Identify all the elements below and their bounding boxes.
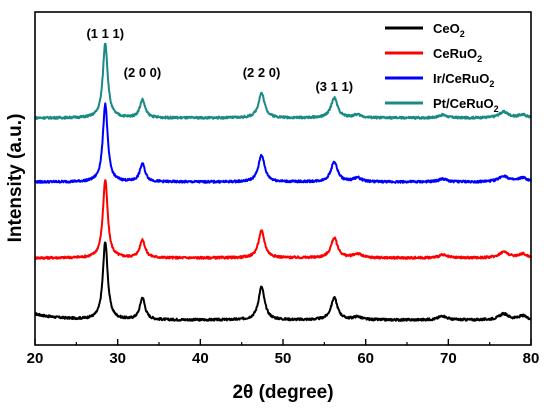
series-line <box>34 42 532 120</box>
series-line <box>34 241 532 322</box>
x-tick-label: 50 <box>275 350 292 367</box>
peak-label: (2 2 0) <box>243 65 281 80</box>
series-line <box>34 179 532 260</box>
legend-entry: CeO2 <box>433 21 465 39</box>
peak-labels: (1 1 1) (2 0 0) (2 2 0) (3 1 1) <box>86 26 353 94</box>
legend-entry: Ir/CeRuO2 <box>433 71 494 89</box>
legend: CeO2 CeRuO2 Ir/CeRuO2 Pt/CeRuO2 <box>385 21 499 114</box>
legend-entry: Pt/CeRuO2 <box>433 96 499 114</box>
peak-label: (3 1 1) <box>315 79 353 94</box>
series-lines <box>34 42 532 322</box>
x-axis: 20 30 40 50 60 70 80 <box>27 339 540 367</box>
peak-label: (2 0 0) <box>124 65 162 80</box>
x-tick-label: 30 <box>109 350 126 367</box>
x-tick-label: 60 <box>357 350 374 367</box>
x-axis-title: 2θ (degree) <box>232 382 333 403</box>
y-axis-title: Intensity (a.u.) <box>5 114 26 243</box>
x-tick-label: 70 <box>440 350 457 367</box>
peak-label: (1 1 1) <box>86 26 124 41</box>
x-tick-label: 20 <box>27 350 44 367</box>
series-line <box>34 102 532 184</box>
x-tick-label: 80 <box>523 350 540 367</box>
x-tick-label: 40 <box>192 350 209 367</box>
legend-entry: CeRuO2 <box>433 46 482 64</box>
